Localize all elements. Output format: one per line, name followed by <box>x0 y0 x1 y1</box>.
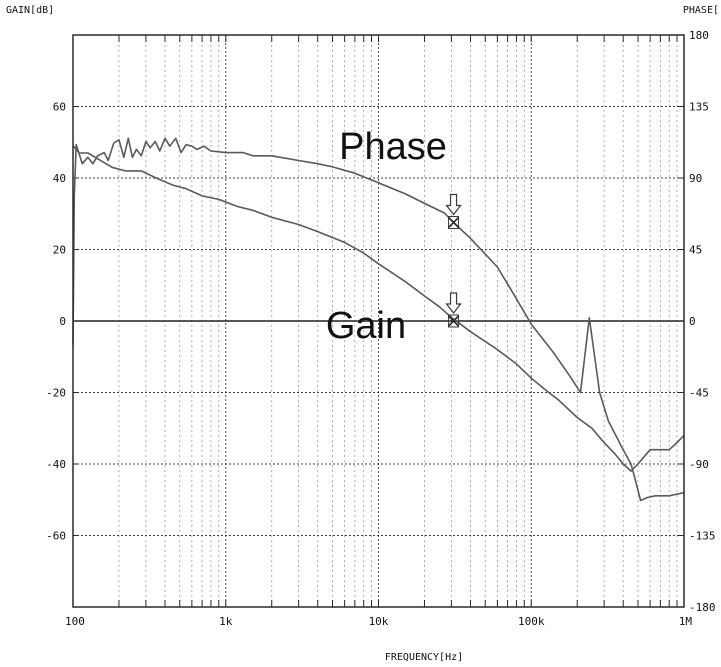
phase-tick-label: 45 <box>689 244 702 257</box>
gain-tick-label: 60 <box>53 101 66 114</box>
gain-axis-title: GAIN[dB] <box>6 5 54 16</box>
gain-trace <box>72 145 685 472</box>
cursor-markers <box>445 193 462 328</box>
frequency-tick-label: 10k <box>369 615 389 628</box>
phase-tick-label: 180 <box>689 29 709 42</box>
phase-tick-label: -90 <box>689 458 709 471</box>
cursor-arrow-icon <box>445 193 462 216</box>
frequency-tick-label: 100 <box>65 615 85 628</box>
phase-trace <box>72 137 685 502</box>
gain-tick-labels: 60 40 20 0 -20 -40 -60 <box>46 101 66 543</box>
cursor-cross-icon <box>447 315 460 327</box>
gain-cursor-marker <box>445 292 462 328</box>
phase-tick-label: 135 <box>689 101 709 114</box>
gain-tick-label: -20 <box>46 387 66 400</box>
phase-tick-labels: 180 135 90 45 0 -45 -90 -135 -180 <box>689 29 716 614</box>
frequency-axis-title: FREQUENCY[Hz] <box>385 652 463 663</box>
frequency-tick-labels: 100 1k 10k 100k 1M <box>65 615 692 628</box>
cursor-arrow-icon <box>445 292 462 314</box>
frequency-tick-label: 1k <box>219 615 233 628</box>
phase-tick-label: 90 <box>689 172 702 185</box>
phase-tick-label: -45 <box>689 387 709 400</box>
gain-tick-label: -40 <box>46 458 66 471</box>
cursor-box-icon <box>448 215 460 229</box>
gain-tick-label: -60 <box>46 530 66 543</box>
cursor-cross-icon <box>447 216 460 229</box>
plot-frame <box>72 34 685 608</box>
cursor-box-icon <box>448 314 460 328</box>
frequency-tick-label: 100k <box>518 615 545 628</box>
phase-annotation: Phase <box>339 126 447 168</box>
phase-cursor-marker <box>445 193 462 229</box>
gain-tick-label: 40 <box>53 172 66 185</box>
series <box>72 137 685 502</box>
gain-annotation: Gain <box>326 305 406 347</box>
gain-tick-label: 20 <box>53 244 66 257</box>
phase-axis-title: PHASE[ <box>683 5 719 16</box>
phase-tick-label: -135 <box>689 530 716 543</box>
gain-tick-label: 0 <box>59 315 66 328</box>
phase-tick-label: -180 <box>689 601 716 614</box>
frequency-tick-label: 1M <box>679 615 693 628</box>
phase-tick-label: 0 <box>689 315 696 328</box>
